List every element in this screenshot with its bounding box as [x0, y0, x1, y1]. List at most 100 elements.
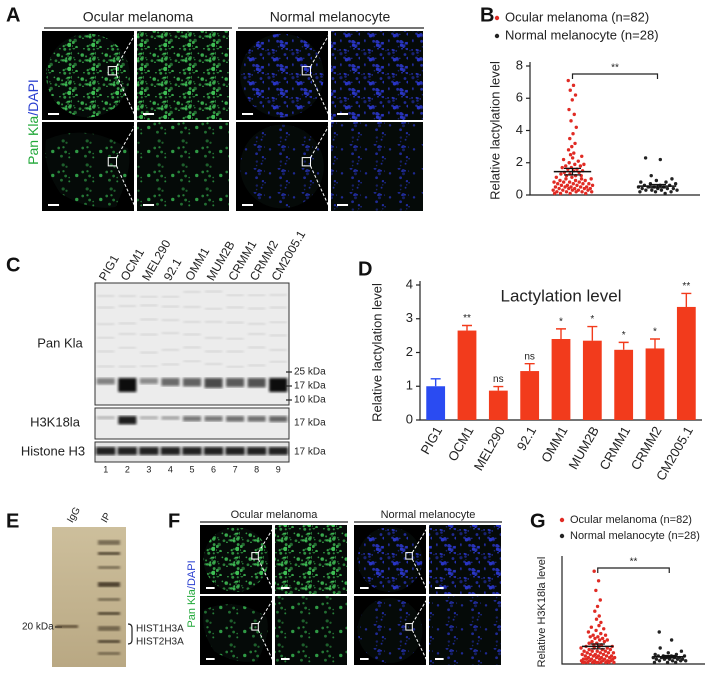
- band: [118, 365, 136, 368]
- data-point: [583, 178, 587, 183]
- band: [204, 350, 223, 353]
- band: [204, 416, 223, 422]
- band: [248, 333, 266, 336]
- band: [183, 333, 201, 336]
- band: [226, 306, 244, 309]
- legend-swatch: [494, 33, 500, 39]
- micrograph-field: [331, 122, 423, 211]
- lane-number: 3: [146, 464, 151, 474]
- data-point: [594, 655, 599, 660]
- data-point: [586, 630, 591, 634]
- data-point: [603, 649, 608, 653]
- data-point: [678, 659, 683, 663]
- data-point: [561, 180, 566, 184]
- band: [226, 416, 245, 422]
- data-point: [573, 162, 577, 167]
- band: [139, 378, 158, 384]
- band: [98, 598, 120, 601]
- data-point: [570, 175, 574, 179]
- band: [226, 365, 244, 368]
- data-point: [658, 646, 662, 650]
- data-point: [564, 164, 568, 168]
- band: [118, 322, 136, 325]
- tissue-core: [357, 527, 423, 592]
- band: [183, 346, 201, 349]
- band: [161, 319, 180, 322]
- axis: [529, 62, 700, 196]
- data-point: [679, 649, 684, 653]
- micrograph-field: [275, 525, 347, 594]
- band: [247, 378, 266, 388]
- bar: [614, 349, 634, 420]
- bar: [645, 348, 665, 420]
- data-point: [653, 190, 658, 194]
- band: [183, 290, 201, 293]
- data-point: [675, 657, 680, 661]
- data-point: [653, 652, 657, 657]
- micrograph: [429, 525, 501, 594]
- y-tick-label: 4: [516, 122, 523, 137]
- data-point: [599, 620, 603, 625]
- data-point: [578, 185, 583, 189]
- data-point: [596, 579, 601, 583]
- y-tick-label: 8: [516, 57, 523, 72]
- y-tick-label: 4: [406, 276, 413, 291]
- panel-label: G: [530, 510, 546, 532]
- data-point: [603, 633, 608, 637]
- data-point: [650, 188, 654, 192]
- band: [248, 322, 266, 325]
- micrograph: [429, 596, 501, 665]
- data-point: [566, 148, 571, 152]
- band: [98, 552, 120, 555]
- data-point: [640, 186, 644, 191]
- y-tick-label: 3: [406, 310, 413, 325]
- band: [98, 652, 120, 655]
- band: [269, 321, 287, 324]
- error-bar: [430, 378, 441, 387]
- data-point: [602, 639, 607, 644]
- data-point: [566, 78, 570, 83]
- lane-number: 4: [168, 464, 173, 474]
- stain-green: Pan Kla: [186, 588, 198, 627]
- error-bar: [681, 292, 692, 307]
- data-point: [572, 112, 576, 117]
- chart-title: Lactylation level: [501, 286, 622, 305]
- lane-number: 1: [103, 464, 108, 474]
- data-point: [663, 191, 667, 196]
- data-point: [569, 119, 573, 123]
- legend-label: Ocular melanoma (n=82): [505, 9, 649, 24]
- significance-label: ns: [493, 374, 504, 385]
- band: [182, 378, 202, 387]
- tissue-core: [203, 527, 269, 592]
- zoom-line: [411, 629, 430, 666]
- data-point: [594, 588, 598, 593]
- x-tick-label: OCM1: [445, 424, 477, 464]
- band: [97, 294, 115, 297]
- data-point: [567, 107, 571, 112]
- band: [183, 320, 201, 323]
- band: [97, 306, 115, 309]
- row-label: Pan Kla: [37, 335, 83, 350]
- band: [98, 612, 120, 615]
- band-label: HIST2H3A: [136, 637, 184, 648]
- lane-number: 2: [125, 464, 130, 474]
- data-point: [664, 180, 668, 184]
- y-tick-label: 2: [406, 344, 413, 359]
- y-axis-label: Relative lactylation level: [487, 61, 502, 200]
- tissue-core: [240, 33, 324, 118]
- data-point: [665, 186, 670, 191]
- band: [118, 332, 136, 335]
- data-point: [576, 159, 580, 163]
- data-point: [585, 651, 589, 655]
- data-point: [584, 657, 589, 661]
- stain-label: Pan Kla/DAPI: [25, 79, 41, 165]
- zoom-box: [301, 66, 312, 76]
- band: [269, 334, 287, 337]
- lane-label: IgG: [65, 505, 83, 525]
- bracket: [127, 623, 133, 645]
- column-header: Normal melanocyte: [270, 9, 391, 25]
- marker-label: 17 kDa: [294, 381, 326, 392]
- band: [269, 293, 287, 296]
- band: [97, 323, 115, 326]
- band: [161, 378, 180, 386]
